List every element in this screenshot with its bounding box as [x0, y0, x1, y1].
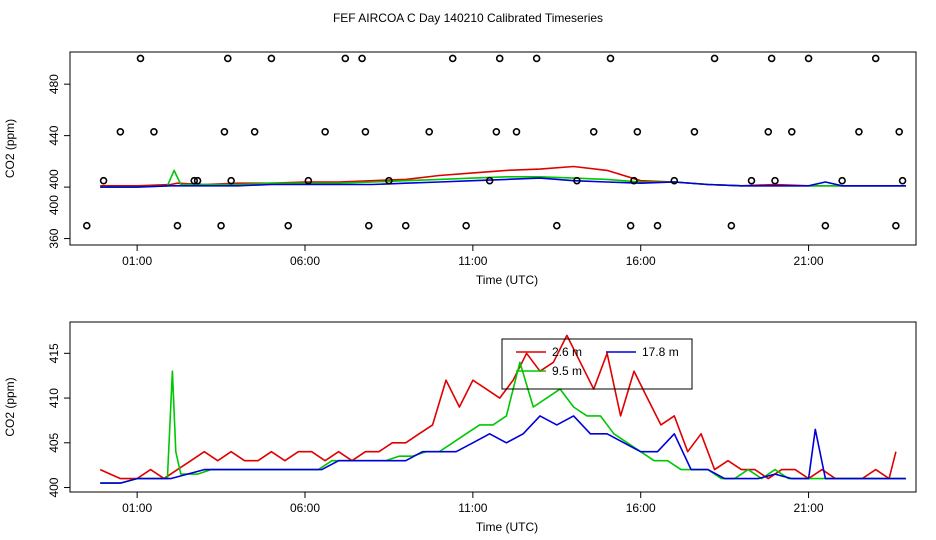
legend-label: 17.8 m — [642, 345, 679, 359]
flag-marker — [321, 127, 329, 136]
flag-marker — [690, 127, 699, 136]
x-tick-label: 06:00 — [290, 254, 320, 268]
flag-marker — [425, 127, 434, 136]
flag-marker — [99, 176, 108, 185]
flag-marker — [727, 221, 736, 230]
y-tick-label: 400 — [47, 195, 61, 215]
flag-marker — [193, 176, 202, 185]
plot-frame — [69, 51, 917, 246]
flag-marker — [892, 221, 900, 230]
panel-top: 01:00 06:00 11:00 16:00 21:00 Time (UTC) 360 40… — [3, 51, 917, 287]
y-tick-label: 400 — [47, 477, 61, 497]
y-tick-label: 440 — [47, 125, 61, 145]
plot-frame — [69, 321, 917, 493]
x-tick-label: 01:00 — [122, 501, 152, 515]
flag-marker — [401, 221, 410, 230]
flag-marker — [532, 54, 541, 63]
flag-marker — [250, 127, 259, 136]
flag-marker — [284, 221, 293, 230]
legend-box — [501, 338, 693, 390]
flag-marker — [190, 176, 199, 185]
flag-marker — [573, 176, 581, 185]
x-tick-label: 11:00 — [458, 501, 487, 515]
y-axis-label: CO2 (ppm) — [3, 119, 17, 178]
legend-label: 2.6 m — [552, 345, 582, 359]
flag-marker — [710, 54, 719, 63]
flag-marker — [855, 127, 863, 136]
y-tick-label: 400 — [47, 169, 61, 189]
y-tick-label: 410 — [47, 388, 61, 408]
flag-marker — [633, 127, 642, 136]
flag-marker — [358, 54, 366, 63]
flag-marker — [304, 176, 313, 185]
flag-marker — [385, 176, 393, 185]
flag-marker — [82, 221, 91, 230]
chart-title: FEF AIRCOA C Day 140210 Calibrated Times… — [333, 11, 603, 25]
flag-marker — [653, 221, 662, 230]
legend-label: 9.5 m — [552, 364, 582, 378]
flag-marker — [462, 221, 470, 230]
flag-marker — [136, 54, 145, 63]
flag-marker — [173, 221, 182, 230]
flag-marker — [361, 127, 370, 136]
series-line-17-8-m — [100, 415, 906, 484]
x-tick-label: 16:00 — [626, 254, 656, 268]
flag-marker — [217, 221, 225, 230]
flag-marker — [341, 54, 350, 63]
flag-marker — [771, 176, 779, 185]
flag-marker — [150, 127, 158, 136]
flag-marker — [116, 127, 125, 136]
flag-marker — [485, 176, 494, 185]
flag-marker — [626, 221, 635, 230]
flag-marker — [871, 54, 880, 63]
flag-marker — [821, 221, 830, 230]
y-tick-label: 480 — [47, 74, 61, 94]
flag-marker — [589, 127, 598, 136]
x-tick-label: 21:00 — [794, 501, 824, 515]
flag-marker — [512, 127, 521, 136]
flag-marker — [552, 221, 561, 230]
x-tick-label: 01:00 — [122, 254, 152, 268]
flag-marker — [448, 54, 457, 63]
flag-marker — [804, 54, 813, 63]
series-line-2-6-m — [99, 334, 897, 480]
y-tick-label: 405 — [47, 432, 61, 452]
flag-marker — [606, 54, 615, 63]
x-tick-label: 21:00 — [794, 254, 824, 268]
panel-bottom: 01:00 06:00 11:00 16:00 21:00 Time (UTC) 400 40… — [3, 321, 917, 534]
flag-marker — [495, 54, 504, 63]
flag-marker — [630, 176, 638, 185]
flag-marker — [764, 127, 773, 136]
x-axis-label: Time (UTC) — [476, 520, 538, 534]
flag-marker — [267, 54, 276, 63]
x-tick-label: 11:00 — [458, 254, 487, 268]
flag-marker — [898, 176, 907, 185]
flag-marker — [223, 54, 232, 63]
flag-marker — [364, 221, 373, 230]
flag-marker — [747, 176, 756, 185]
flag-marker — [895, 127, 904, 136]
x-tick-label: 06:00 — [290, 501, 320, 515]
flag-marker — [220, 127, 229, 136]
y-tick-label: 415 — [47, 343, 61, 363]
series-line-17-8-m — [100, 177, 906, 188]
y-axis-label: CO2 (ppm) — [3, 377, 17, 436]
flag-marker — [838, 176, 846, 185]
flag-marker — [670, 176, 679, 185]
flag-marker — [227, 176, 235, 185]
x-axis-label: Time (UTC) — [476, 273, 538, 287]
flag-marker — [492, 127, 501, 136]
x-tick-label: 16:00 — [626, 501, 656, 515]
flag-marker — [787, 127, 796, 136]
flag-marker — [767, 54, 776, 63]
y-tick-label: 360 — [47, 228, 61, 248]
